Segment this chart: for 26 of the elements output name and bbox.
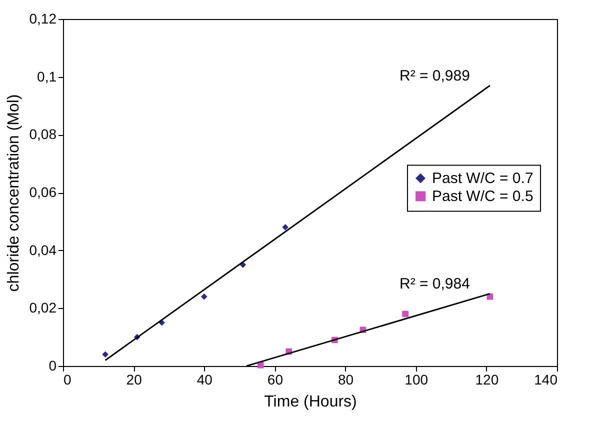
y-tick-label: 0 [48, 358, 57, 374]
x-tick-label: 120 [475, 372, 499, 388]
y-tick-label: 0,04 [29, 242, 57, 258]
legend-label: Past W/C = 0.5 [432, 188, 534, 206]
annotation: R² = 0,989 [399, 68, 470, 85]
x-axis-title: Time (Hours) [264, 394, 357, 410]
x-tick-label: 140 [534, 372, 558, 388]
x-tick-label: 60 [267, 372, 284, 388]
point [200, 293, 208, 300]
legend-label: Past W/C = 0.7 [432, 170, 534, 188]
y-tick-label: 0,1 [37, 68, 57, 84]
y-tick-label: 0,12 [29, 10, 57, 26]
y-tick-label: 0,02 [29, 300, 57, 316]
y-tick-label: 0,08 [29, 126, 57, 142]
point [102, 351, 109, 358]
x-tick-label: 20 [126, 372, 142, 388]
x-tick-label: 0 [64, 372, 72, 388]
y-axis-title: chloride concentration (Mol) [5, 94, 22, 292]
point [282, 224, 288, 230]
y-tick-label: 0,06 [29, 184, 57, 200]
annotation: R² = 0,984 [399, 276, 470, 293]
point [402, 310, 408, 318]
point [257, 362, 264, 368]
x-tick-label: 40 [196, 372, 213, 388]
x-tick-label: 100 [404, 372, 428, 388]
x-tick-label: 80 [338, 372, 354, 388]
